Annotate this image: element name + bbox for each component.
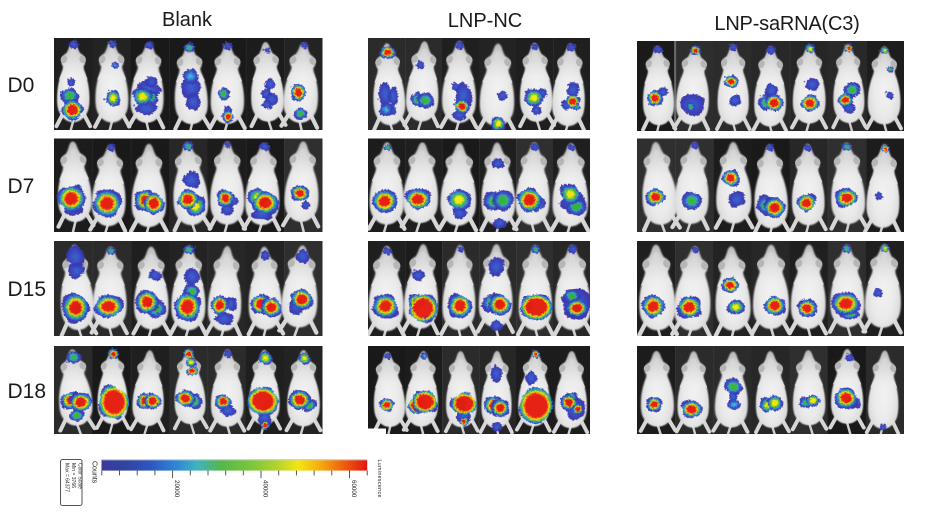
svg-text:D0: D0 [8,74,35,97]
svg-text:Color Scale: Color Scale [77,463,83,489]
svg-text:D15: D15 [8,278,47,301]
svg-text:40000: 40000 [262,480,269,498]
svg-text:60000: 60000 [350,480,357,498]
svg-text:Max = 64377: Max = 64377 [64,463,70,492]
svg-text:D18: D18 [8,380,47,403]
svg-text:Min = 3766: Min = 3766 [70,463,76,488]
svg-text:D7: D7 [8,175,35,198]
svg-text:Luminescence: Luminescence [376,460,382,498]
svg-text:Blank: Blank [162,9,213,31]
svg-text:20000: 20000 [173,480,180,498]
svg-text:LNP-saRNA(C3): LNP-saRNA(C3) [714,13,859,35]
svg-text:Counts: Counts [91,461,98,484]
svg-text:LNP-NC: LNP-NC [448,10,522,32]
